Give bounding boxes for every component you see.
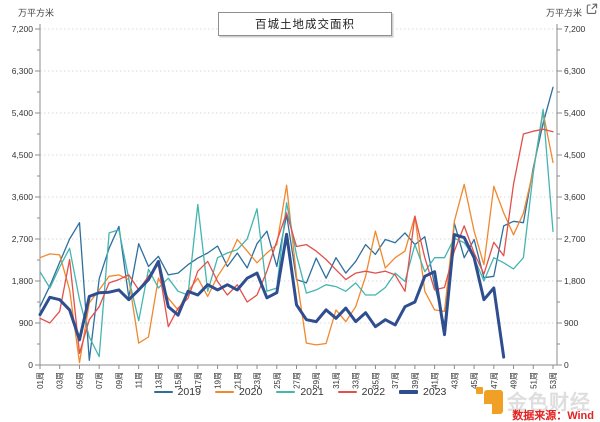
legend-item-2019[interactable]: 2019 xyxy=(153,386,201,398)
x-tick-label: 13周 xyxy=(154,372,163,389)
legend-item-2021[interactable]: 2021 xyxy=(276,386,324,398)
y-tick-label-left: 4,500 xyxy=(12,150,34,160)
series-line-2019 xyxy=(39,86,554,361)
series-line-2021 xyxy=(39,108,554,358)
series-line-2022 xyxy=(39,128,554,354)
data-source-label: 数据来源：Wind xyxy=(512,410,594,422)
legend-label: 2023 xyxy=(423,386,447,398)
x-tick-label: 45周 xyxy=(470,372,479,389)
legend-swatch-2023 xyxy=(399,390,419,394)
y-tick-label-right: 3,600 xyxy=(564,192,586,202)
x-tick-label: 47周 xyxy=(490,372,499,389)
y-tick-label-right: 5,400 xyxy=(564,108,586,118)
y-tick-label-right: 6,300 xyxy=(564,66,586,76)
x-tick-label: 11周 xyxy=(135,372,144,388)
x-tick-label: 19周 xyxy=(214,372,223,389)
x-tick-label: 07周 xyxy=(95,372,104,389)
y-axis-unit-left: 万平方米 xyxy=(18,8,55,18)
y-tick-label-left: 6,300 xyxy=(12,66,34,76)
legend-swatch-2022 xyxy=(337,391,357,393)
x-tick-label: 23周 xyxy=(253,372,262,389)
x-tick-label: 43周 xyxy=(450,372,459,389)
y-tick-label-right: 7,200 xyxy=(564,24,586,34)
x-tick-label: 25周 xyxy=(273,372,282,389)
watermark: 金色财经 数据来源：Wind xyxy=(476,385,596,422)
y-tick-label-left: 5,400 xyxy=(12,108,34,118)
legend-label: 2020 xyxy=(238,386,263,398)
legend-label: 2019 xyxy=(177,386,201,398)
legend-label: 2021 xyxy=(300,386,324,398)
series-line-2023 xyxy=(38,232,506,359)
y-tick-label-right: 1,800 xyxy=(564,276,586,286)
watermark-brand-text: 金色财经 xyxy=(507,392,591,414)
x-tick-label: 53周 xyxy=(549,372,558,389)
x-tick-label: 35周 xyxy=(371,372,380,389)
legend-item-2022[interactable]: 2022 xyxy=(337,386,386,398)
x-tick-label: 27周 xyxy=(293,372,302,389)
x-tick-label: 31周 xyxy=(332,372,341,389)
x-tick-label: 49周 xyxy=(510,372,519,389)
y-tick-label-right: 900 xyxy=(564,318,578,328)
chart-title: 百城土地成交面积 xyxy=(218,12,392,36)
x-tick-label: 41周 xyxy=(431,372,440,389)
y-tick-label-left: 7,200 xyxy=(12,24,34,34)
y-tick-label-left: 2,700 xyxy=(12,234,34,244)
x-tick-label: 09周 xyxy=(115,372,124,389)
y-tick-label-left: 1,800 xyxy=(12,276,34,286)
external-link-icon[interactable] xyxy=(586,2,598,14)
x-tick-label: 39周 xyxy=(411,372,420,389)
legend-item-2023[interactable]: 2023 xyxy=(399,386,446,398)
y-tick-label-left: 0 xyxy=(28,360,33,370)
legend-swatch-2019 xyxy=(153,391,173,393)
y-tick-label-left: 3,600 xyxy=(12,192,34,202)
legend-label: 2022 xyxy=(361,386,386,398)
x-tick-label: 37周 xyxy=(391,372,400,389)
x-tick-label: 51周 xyxy=(529,372,538,389)
x-tick-label: 33周 xyxy=(352,372,361,389)
x-tick-label: 29周 xyxy=(312,372,321,389)
y-tick-label-left: 900 xyxy=(19,318,33,328)
legend-swatch-2021 xyxy=(276,391,296,393)
series-line-2020 xyxy=(39,111,554,364)
x-tick-label: 01周 xyxy=(36,372,45,389)
x-tick-label: 15周 xyxy=(174,372,183,389)
jinse-logo-icon xyxy=(476,387,503,414)
y-tick-label-right: 4,500 xyxy=(564,150,586,160)
x-tick-label: 17周 xyxy=(194,372,203,389)
x-tick-label: 05周 xyxy=(75,372,84,389)
legend-swatch-2020 xyxy=(214,391,234,393)
legend-item-2020[interactable]: 2020 xyxy=(214,386,263,398)
x-tick-label: 21周 xyxy=(233,372,242,389)
chart-legend: 2019 2020 2021 2022 2023 xyxy=(0,384,600,400)
x-tick-label: 03周 xyxy=(56,372,65,389)
y-tick-label-right: 0 xyxy=(564,360,569,370)
y-tick-label-right: 2,700 xyxy=(564,234,586,244)
y-axis-unit-right: 万平方米 xyxy=(546,8,583,18)
